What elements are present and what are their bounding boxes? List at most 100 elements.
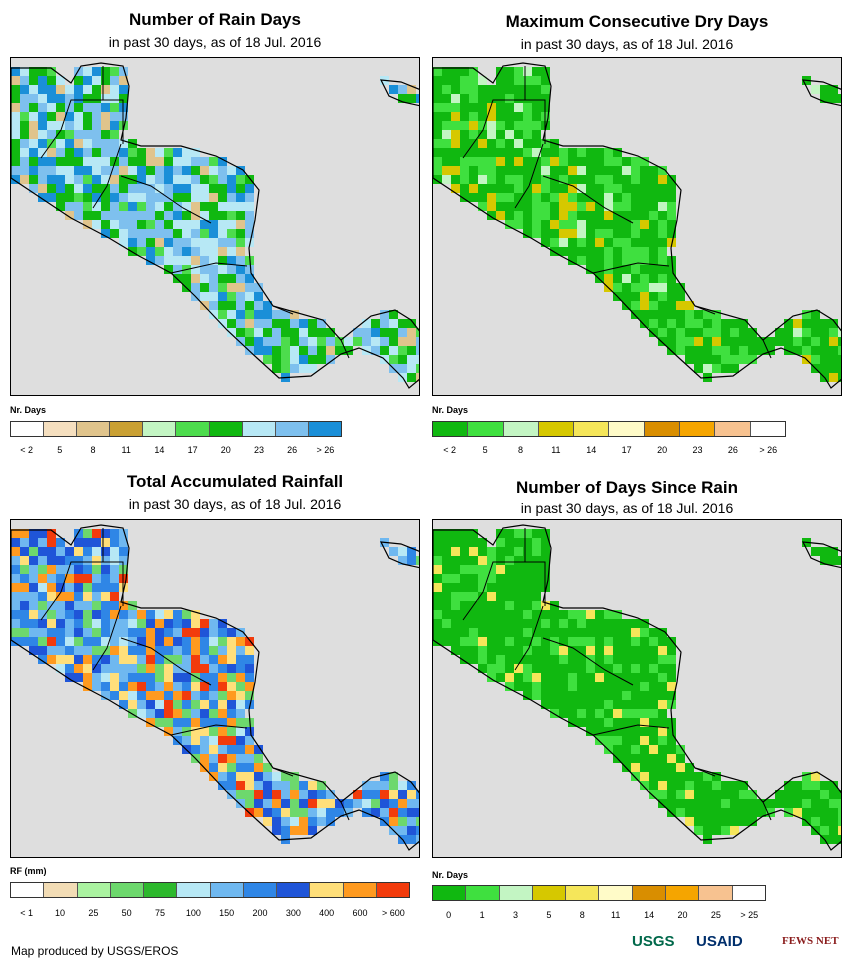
- map-cell: [748, 808, 757, 817]
- map-cell: [380, 346, 389, 355]
- map-cell: [173, 718, 182, 727]
- map-cell: [47, 637, 56, 646]
- map-cell: [245, 646, 254, 655]
- map-cell: [65, 556, 74, 565]
- map-cell: [685, 310, 694, 319]
- map-cell: [460, 583, 469, 592]
- map-cell: [460, 574, 469, 583]
- map-cell: [604, 619, 613, 628]
- map-cell: [173, 628, 182, 637]
- usgs-logo: USGS: [632, 933, 675, 950]
- map-cell: [191, 238, 200, 247]
- map-cell: [128, 619, 137, 628]
- map-cell: [236, 220, 245, 229]
- map-cell: [469, 94, 478, 103]
- map-cell: [478, 139, 487, 148]
- map-cell: [622, 238, 631, 247]
- map-cell: [703, 799, 712, 808]
- map-cell: [649, 700, 658, 709]
- map-cell: [38, 148, 47, 157]
- map-cell: [398, 817, 407, 826]
- map-cell: [65, 574, 74, 583]
- map-cell: [137, 247, 146, 256]
- map-cell: [496, 121, 505, 130]
- map-cell: [236, 328, 245, 337]
- legend-tick-label: 1: [479, 910, 485, 920]
- map-cell: [227, 772, 236, 781]
- map-cell: [146, 691, 155, 700]
- map-cell: [245, 781, 254, 790]
- map-cell: [631, 157, 640, 166]
- map-cell: [92, 628, 101, 637]
- map-cell: [568, 655, 577, 664]
- map-cell: [164, 727, 173, 736]
- map-cell: [649, 301, 658, 310]
- map-cell: [487, 619, 496, 628]
- map-cell: [586, 175, 595, 184]
- map-cell: [694, 817, 703, 826]
- map-cell: [640, 646, 649, 655]
- panel-4-legend-bar: [432, 885, 766, 901]
- map-cell: [721, 781, 730, 790]
- map-cell: [344, 337, 353, 346]
- map-cell: [83, 655, 92, 664]
- panel-2-subtitle: in past 30 days, as of 18 Jul. 2016: [520, 36, 734, 52]
- map-cell: [514, 565, 523, 574]
- map-cell: [101, 211, 110, 220]
- map-cell: [712, 826, 721, 835]
- map-cell: [721, 826, 730, 835]
- map-cell: [622, 184, 631, 193]
- map-cell: [613, 256, 622, 265]
- map-cell: [92, 673, 101, 682]
- map-cell: [505, 547, 514, 556]
- map-cell: [640, 772, 649, 781]
- map-cell: [505, 112, 514, 121]
- map-cell: [802, 337, 811, 346]
- map-cell: [101, 103, 110, 112]
- map-cell: [793, 346, 802, 355]
- map-cell: [146, 664, 155, 673]
- map-cell: [541, 619, 550, 628]
- map-cell: [487, 202, 496, 211]
- legend-swatch: [732, 886, 765, 900]
- map-cell: [47, 547, 56, 556]
- map-cell: [532, 193, 541, 202]
- map-cell: [227, 736, 236, 745]
- map-cell: [649, 238, 658, 247]
- map-cell: [407, 817, 416, 826]
- map-cell: [416, 346, 419, 355]
- map-cell: [11, 592, 20, 601]
- map-cell: [595, 691, 604, 700]
- map-cell: [29, 565, 38, 574]
- map-cell: [236, 166, 245, 175]
- map-cell: [676, 781, 685, 790]
- map-cell: [478, 94, 487, 103]
- map-cell: [173, 175, 182, 184]
- map-cell: [505, 103, 514, 112]
- map-cell: [505, 529, 514, 538]
- map-cell: [595, 646, 604, 655]
- map-cell: [56, 610, 65, 619]
- map-cell: [586, 727, 595, 736]
- map-cell: [460, 193, 469, 202]
- map-cell: [577, 256, 586, 265]
- map-cell: [496, 664, 505, 673]
- map-cell: [505, 646, 514, 655]
- map-cell: [640, 283, 649, 292]
- map-cell: [56, 583, 65, 592]
- map-cell: [155, 220, 164, 229]
- map-cell: [649, 193, 658, 202]
- map-cell: [209, 193, 218, 202]
- map-cell: [451, 112, 460, 121]
- map-cell: [389, 817, 398, 826]
- map-cell: [640, 202, 649, 211]
- map-cell: [92, 184, 101, 193]
- map-cell: [748, 817, 757, 826]
- island-coastline: [801, 79, 841, 107]
- map-cell: [218, 700, 227, 709]
- legend-tick-label: 8: [90, 445, 96, 455]
- map-cell: [532, 610, 541, 619]
- map-cell: [110, 94, 119, 103]
- map-cell: [640, 682, 649, 691]
- map-cell: [137, 637, 146, 646]
